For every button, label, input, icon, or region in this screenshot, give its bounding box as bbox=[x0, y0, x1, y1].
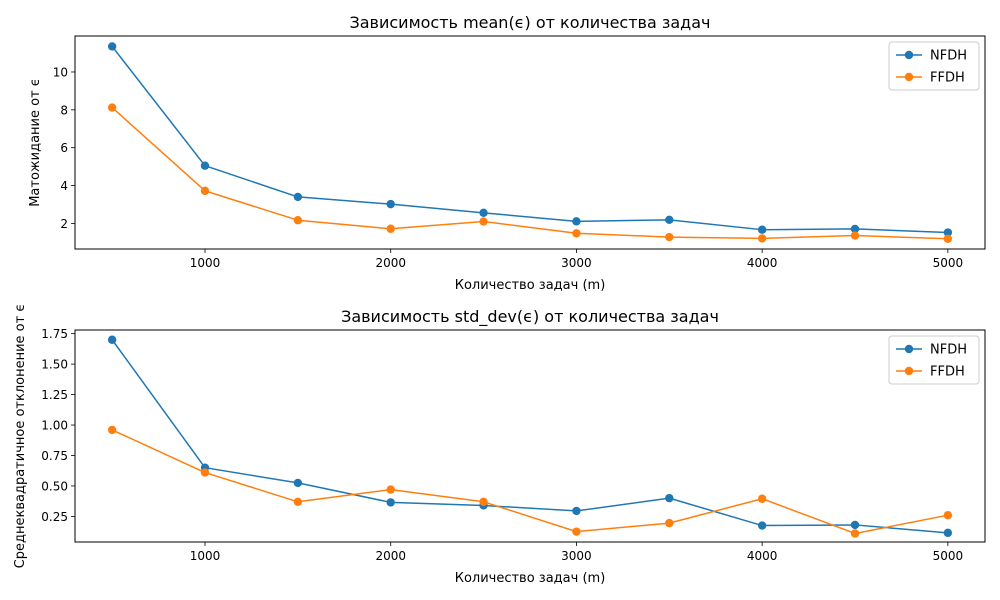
legend-marker-ffdh bbox=[904, 366, 914, 376]
data-point bbox=[107, 42, 117, 51]
x-tick-label: 1000 bbox=[190, 256, 221, 270]
chart-title: Зависимость mean(ϵ) от количества задач bbox=[349, 13, 710, 32]
data-point bbox=[757, 521, 767, 530]
data-point bbox=[850, 529, 860, 538]
y-tick-label: 10 bbox=[53, 65, 68, 79]
data-point bbox=[107, 335, 117, 344]
y-tick-label: 1.75 bbox=[41, 327, 68, 341]
data-point bbox=[943, 528, 953, 538]
data-point bbox=[107, 103, 117, 112]
legend-marker-nfdh bbox=[904, 344, 914, 354]
data-point bbox=[757, 225, 767, 234]
plot-frame bbox=[74, 35, 986, 250]
x-axis-label: Количество задач (m) bbox=[455, 571, 606, 586]
data-point bbox=[665, 493, 674, 503]
data-point bbox=[572, 506, 581, 516]
std-dev-chart: Зависимость std_dev(ϵ) от количества зад… bbox=[13, 304, 986, 586]
data-point bbox=[943, 234, 953, 243]
data-point bbox=[386, 224, 395, 233]
legend-label: FFDH bbox=[930, 365, 965, 380]
x-tick-label: 4000 bbox=[747, 549, 778, 563]
data-point bbox=[850, 224, 860, 234]
data-point bbox=[665, 215, 674, 225]
data-point bbox=[850, 231, 860, 240]
y-tick-label: 4 bbox=[60, 179, 68, 193]
x-tick-label: 5000 bbox=[933, 256, 964, 270]
legend-marker-nfdh bbox=[904, 50, 914, 60]
data-point bbox=[293, 192, 303, 202]
data-point bbox=[479, 208, 488, 218]
y-tick-label: 0.25 bbox=[41, 510, 68, 524]
data-point bbox=[572, 217, 581, 226]
data-point bbox=[200, 468, 210, 477]
data-point bbox=[107, 425, 117, 435]
mean-chart: Зависимость mean(ϵ) от количества задач 1… bbox=[28, 13, 986, 293]
y-tick-label: 8 bbox=[60, 103, 68, 117]
data-point bbox=[665, 518, 674, 528]
data-point bbox=[943, 511, 953, 520]
data-point bbox=[386, 498, 395, 507]
data-point bbox=[757, 234, 767, 243]
x-tick-label: 3000 bbox=[561, 256, 592, 270]
x-tick-label: 1000 bbox=[190, 549, 221, 563]
data-point bbox=[386, 485, 395, 494]
series-line-nfdh bbox=[111, 45, 948, 234]
legend-label: FFDH bbox=[930, 71, 965, 86]
data-point bbox=[293, 478, 303, 488]
data-point bbox=[757, 494, 767, 503]
plot-frame bbox=[74, 329, 986, 543]
y-tick-label: 2 bbox=[60, 217, 68, 231]
y-tick-label: 6 bbox=[60, 141, 68, 155]
legend-label: NFDH bbox=[930, 343, 967, 358]
x-tick-label: 2000 bbox=[375, 549, 406, 563]
data-point bbox=[200, 161, 210, 170]
series-line-ffdh bbox=[111, 429, 949, 535]
legend-marker-ffdh bbox=[904, 72, 914, 82]
x-tick-label: 5000 bbox=[933, 549, 964, 563]
x-tick-label: 3000 bbox=[561, 549, 592, 563]
data-point bbox=[479, 497, 488, 506]
data-point bbox=[386, 199, 395, 209]
chart-title: Зависимость std_dev(ϵ) от количества зад… bbox=[341, 307, 719, 327]
y-tick-label: 1.00 bbox=[41, 419, 68, 433]
x-tick-label: 2000 bbox=[375, 256, 406, 270]
y-tick-label: 0.75 bbox=[41, 449, 68, 463]
x-axis-label: Количество задач (m) bbox=[455, 278, 606, 293]
data-point bbox=[665, 232, 674, 242]
y-axis-label: Матожидание от ϵ bbox=[28, 78, 43, 207]
legend-label: NFDH bbox=[930, 49, 967, 64]
data-point bbox=[943, 228, 953, 237]
series-line-ffdh bbox=[111, 107, 948, 240]
data-point bbox=[850, 520, 860, 530]
y-tick-label: 1.50 bbox=[41, 358, 68, 372]
y-tick-label: 1.25 bbox=[41, 388, 68, 402]
data-point bbox=[293, 216, 303, 225]
data-point bbox=[293, 497, 303, 506]
data-point bbox=[572, 527, 581, 536]
y-axis-label: Среднеквадратичное отклонение от ϵ bbox=[13, 304, 28, 569]
x-tick-label: 4000 bbox=[747, 256, 778, 270]
data-point bbox=[479, 217, 488, 226]
data-point bbox=[200, 186, 210, 196]
series-line-nfdh bbox=[111, 339, 948, 534]
data-point bbox=[572, 229, 581, 238]
y-tick-label: 0.50 bbox=[41, 479, 68, 493]
